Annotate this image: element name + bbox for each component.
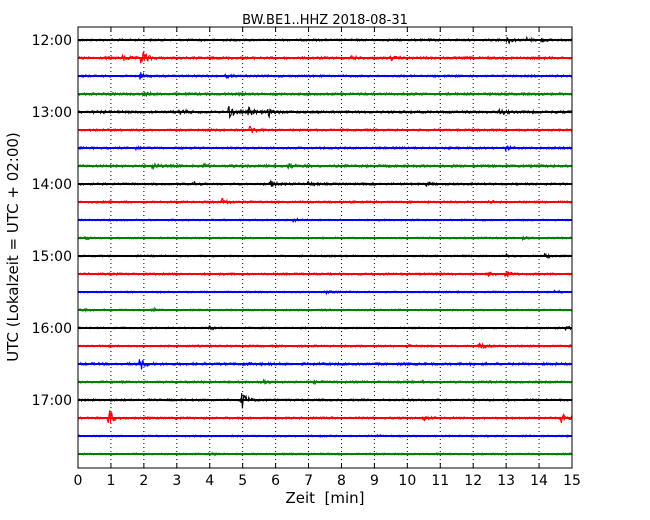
x-tick-label: 1 — [106, 473, 115, 489]
x-tick-label: 15 — [563, 473, 581, 489]
y-tick-label: 14:00 — [32, 177, 72, 193]
x-tick-label: 9 — [370, 473, 379, 489]
x-tick-label: 8 — [337, 473, 346, 489]
plot-frame — [77, 26, 573, 469]
x-tick-label: 2 — [139, 473, 148, 489]
chart-title: BW.BE1..HHZ 2018-08-31 — [242, 13, 408, 28]
trace-1715 — [77, 410, 573, 424]
y-tick-label: 12:00 — [32, 33, 72, 49]
x-tick-label: 13 — [497, 473, 515, 489]
x-tick-label: 10 — [398, 473, 416, 489]
x-tick-label: 14 — [530, 473, 548, 489]
x-tick-label: 11 — [431, 473, 449, 489]
x-tick-label: 12 — [464, 473, 482, 489]
x-tick-label: 0 — [74, 473, 83, 489]
y-axis-label: UTC (Lokalzeit = UTC + 02:00) — [4, 132, 22, 362]
y-axis: 12:00 13:00 14:00 15:00 16:00 17:00 — [32, 33, 572, 409]
y-tick-label: 16:00 — [32, 321, 72, 337]
x-tick-label: 5 — [238, 473, 247, 489]
vertical-gridlines — [110, 27, 540, 468]
x-tick-label: 7 — [304, 473, 313, 489]
seismogram-traces — [77, 35, 573, 457]
x-axis: 0 1 2 3 4 5 6 7 8 9 10 11 12 13 14 15 — [74, 27, 581, 489]
x-tick-label: 3 — [172, 473, 181, 489]
x-tick-label: 4 — [205, 473, 214, 489]
x-axis-label: Zeit [min] — [285, 489, 364, 507]
x-tick-label: 6 — [271, 473, 280, 489]
y-tick-label: 17:00 — [32, 393, 72, 409]
y-tick-label: 15:00 — [32, 249, 72, 265]
y-tick-label: 13:00 — [32, 105, 72, 121]
